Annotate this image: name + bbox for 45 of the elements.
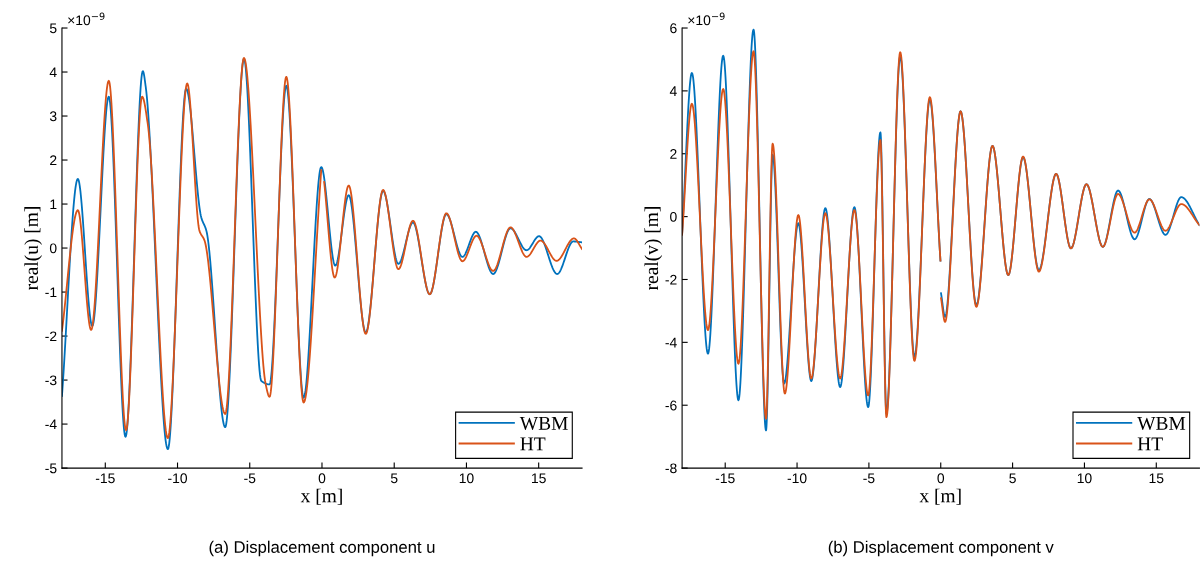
text: (b) Displacement component v xyxy=(828,540,1054,557)
x-tick-label: 5 xyxy=(1009,473,1016,484)
legend-label: WBM xyxy=(1137,416,1186,430)
x-tick-label: -15 xyxy=(715,473,735,484)
x-tick-label: -5 xyxy=(863,473,875,484)
y-tick-label: 4 xyxy=(49,67,57,78)
text: (a) Displacement component u xyxy=(209,540,435,557)
legend-label: HT xyxy=(520,437,546,451)
y-tick-label: 0 xyxy=(670,211,677,222)
y-tick-label: -5 xyxy=(45,463,57,474)
y-tick-label: 1 xyxy=(50,199,57,210)
y-tick-label: -1 xyxy=(45,287,57,298)
x-axis-title: x [m] xyxy=(300,488,342,505)
text: ×10$^{−9}$ xyxy=(68,12,105,26)
y-tick-label: 6 xyxy=(670,23,677,34)
x-tick-label: 15 xyxy=(532,473,546,484)
x-tick-label: -5 xyxy=(244,473,256,484)
legend-label: WBM xyxy=(519,416,568,430)
x-tick-label: 0 xyxy=(937,473,945,484)
x-axis-title: x [m] xyxy=(919,488,961,505)
y-tick-label: 0 xyxy=(49,243,57,254)
y-tick-label: 2 xyxy=(670,149,677,159)
legend-label: HT xyxy=(1137,437,1163,451)
text: ×10$^{−9}$ xyxy=(688,12,725,26)
x-tick-label: 15 xyxy=(1149,473,1164,484)
x-tick-label: 10 xyxy=(1077,473,1092,484)
y-tick-label: 3 xyxy=(49,111,57,122)
x-tick-label: -10 xyxy=(168,473,188,484)
y-tick-label: -4 xyxy=(45,419,57,430)
y-tick-label: -4 xyxy=(665,337,677,348)
x-tick-label: 0 xyxy=(318,473,326,484)
y-axis-title: real(v) [m] xyxy=(644,207,663,291)
y-axis-title: real(u) [m] xyxy=(24,207,42,291)
x-tick-label: -15 xyxy=(95,473,115,484)
y-tick-label: -2 xyxy=(665,274,677,285)
y-tick-label: -8 xyxy=(665,463,677,474)
y-tick-label: -3 xyxy=(45,375,57,386)
y-tick-label: 4 xyxy=(669,86,677,96)
x-tick-label: 5 xyxy=(390,473,398,484)
y-tick-label: 2 xyxy=(50,155,57,166)
x-tick-label: -10 xyxy=(787,473,807,484)
y-tick-label: -2 xyxy=(45,331,57,342)
y-tick-label: 5 xyxy=(49,23,57,34)
y-tick-label: -6 xyxy=(665,400,677,411)
x-tick-label: 10 xyxy=(459,473,474,484)
